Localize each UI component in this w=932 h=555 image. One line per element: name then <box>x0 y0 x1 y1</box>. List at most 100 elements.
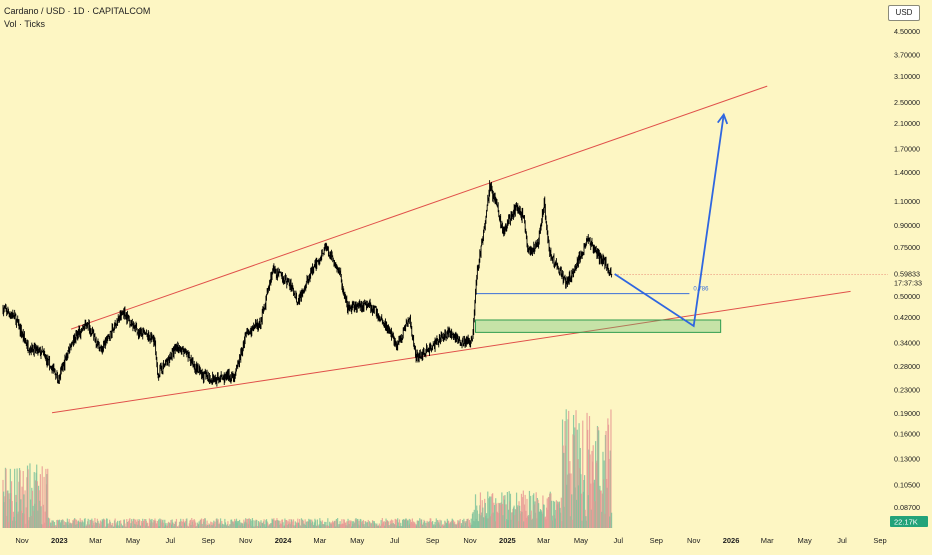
volume-bar <box>53 521 56 528</box>
volume-bar <box>384 522 387 528</box>
volume-bar <box>150 519 152 528</box>
volume-bar <box>279 520 281 528</box>
volume-bar <box>75 524 77 528</box>
volume-bar <box>194 520 196 528</box>
volume-bar <box>254 525 257 528</box>
volume-bar <box>8 493 10 528</box>
volume-bar <box>90 520 92 528</box>
volume-bar <box>205 526 208 528</box>
volume-bar <box>231 521 233 528</box>
volume-bar <box>251 520 253 528</box>
volume-bar <box>363 524 365 528</box>
volume-bar <box>408 518 410 528</box>
x-tick-label: Jul <box>166 536 176 545</box>
volume-bar <box>120 520 122 528</box>
volume-bar <box>440 520 442 528</box>
volume-bar <box>527 515 529 528</box>
volume-bar <box>305 524 307 528</box>
volume-bar <box>257 525 259 528</box>
volume-bar <box>522 497 524 528</box>
volume-bar <box>387 521 390 528</box>
volume-bar <box>65 522 67 528</box>
volume-bar <box>519 505 521 528</box>
currency-button[interactable]: USD <box>888 5 920 21</box>
volume-bar <box>82 521 84 528</box>
volume-bar <box>81 519 83 528</box>
volume-bar <box>348 524 350 528</box>
volume-bar <box>186 518 188 528</box>
volume-bar <box>124 526 127 528</box>
volume-bar <box>494 521 496 528</box>
volume-bar <box>68 519 70 528</box>
volume-bar <box>26 465 29 528</box>
volume-bar <box>423 519 425 528</box>
x-tick-label: May <box>574 536 588 545</box>
volume-bar <box>106 518 108 528</box>
x-tick-label: 2024 <box>275 536 293 545</box>
volume-bar <box>520 493 523 528</box>
x-tick-label: 2026 <box>723 536 740 545</box>
volume-bar <box>247 524 249 528</box>
volume-bar <box>172 522 174 528</box>
volume-bar <box>335 518 337 528</box>
volume-bar <box>455 524 457 528</box>
volume-bar <box>132 518 135 528</box>
volume-bar <box>546 498 548 528</box>
volume-bar <box>501 492 503 528</box>
volume-bar <box>478 513 480 528</box>
volume-bar <box>5 468 7 528</box>
volume-bar <box>262 521 265 528</box>
volume-bar <box>136 521 138 528</box>
volume-bar <box>448 524 450 528</box>
volume-bar <box>355 518 357 528</box>
volume-bar <box>76 524 78 528</box>
volume-bar <box>398 525 400 528</box>
volume-bar <box>211 525 214 528</box>
volume-bar <box>4 496 6 528</box>
volume-bar <box>443 525 445 528</box>
volume-bar <box>29 499 32 528</box>
volume-bar <box>477 521 480 528</box>
volume-bar <box>515 509 517 528</box>
volume-bar <box>587 429 589 528</box>
volume-bar <box>469 522 471 528</box>
volume-bar <box>80 521 82 528</box>
volume-bar <box>459 519 461 528</box>
volume-bar <box>42 504 45 528</box>
volume-bar <box>74 519 76 528</box>
volume-bar <box>31 487 33 528</box>
y-tick-label: 0.34000 <box>894 339 920 348</box>
volume-bar <box>335 526 337 528</box>
volume-bar <box>207 525 209 528</box>
volume-bar <box>500 502 502 528</box>
volume-bar <box>385 518 387 528</box>
volume-bar <box>114 518 116 528</box>
volume-bar <box>332 520 334 528</box>
volume-bar <box>365 521 367 528</box>
volume-bar <box>468 526 470 528</box>
volume-indicator-label[interactable]: Vol · Ticks <box>4 19 46 29</box>
volume-bar <box>66 518 68 528</box>
volume-bar <box>552 515 554 528</box>
volume-bar <box>603 479 605 528</box>
volume-bar <box>554 518 556 528</box>
volume-bar <box>340 524 342 528</box>
volume-bar <box>390 523 392 528</box>
volume-bar <box>197 523 199 528</box>
volume-bar <box>167 521 170 528</box>
volume-bar <box>325 526 328 528</box>
volume-bar <box>22 470 24 528</box>
symbol-title[interactable]: Cardano / USD · 1D · CAPITALCOM <box>4 6 151 16</box>
volume-bar <box>400 522 402 528</box>
volume-bar <box>392 520 394 528</box>
volume-bar <box>224 522 227 528</box>
volume-bar <box>359 518 361 528</box>
volume-bar <box>146 523 148 528</box>
volume-bar <box>466 518 468 528</box>
volume-bar <box>531 519 533 528</box>
volume-bar <box>594 501 596 528</box>
volume-bar <box>115 523 117 528</box>
volume-bar <box>395 525 398 528</box>
